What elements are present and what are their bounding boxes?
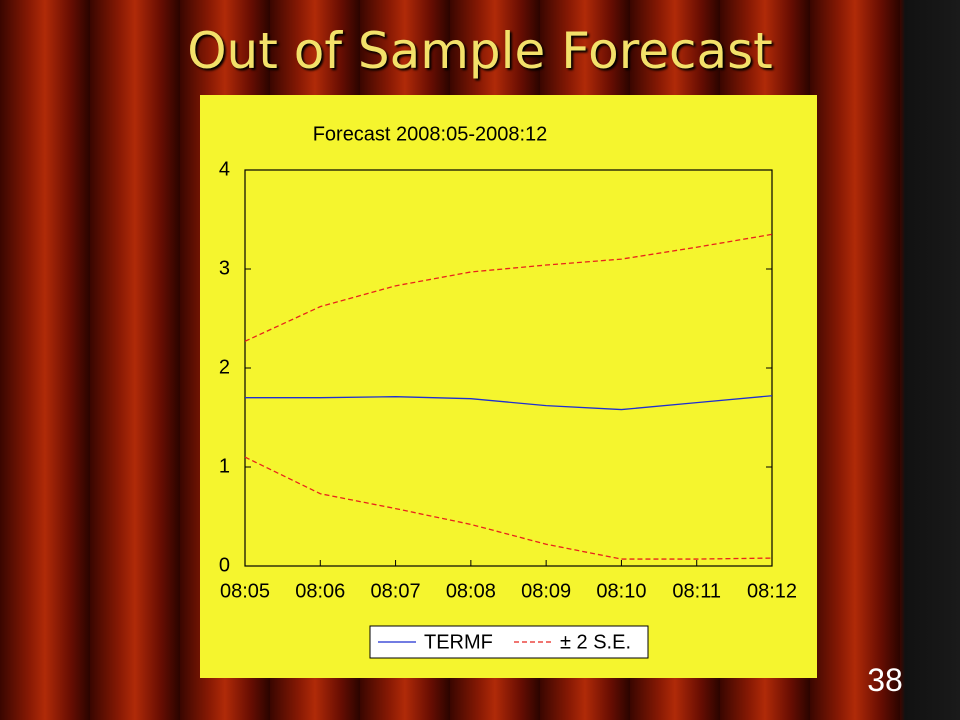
x-tick-label: 08:09 xyxy=(521,580,571,602)
legend-label: ± 2 S.E. xyxy=(560,631,631,653)
page-number: 38 xyxy=(867,662,903,698)
y-tick-label: 1 xyxy=(219,455,230,477)
line-lower xyxy=(244,456,773,560)
y-tick-label: 3 xyxy=(219,257,230,279)
y-tick-label: 0 xyxy=(219,554,230,576)
x-tick-label: 08:12 xyxy=(747,580,797,602)
legend xyxy=(369,625,649,659)
x-tick-label: 08:11 xyxy=(672,580,721,602)
y-tick-label: 2 xyxy=(219,356,230,378)
x-tick-label: 08:07 xyxy=(371,580,421,602)
slide-title: Out of Sample Forecast xyxy=(187,22,773,80)
chart-title: Forecast 2008:05-2008:12 xyxy=(313,123,548,145)
legend-label: TERMF xyxy=(424,631,493,653)
y-tick-label: 4 xyxy=(219,158,230,180)
x-tick-label: 08:08 xyxy=(446,580,496,602)
x-tick-label: 08:10 xyxy=(596,580,646,602)
line-upper xyxy=(244,233,773,342)
x-tick-label: 08:06 xyxy=(295,580,345,602)
line-values xyxy=(245,395,773,411)
chart-panel xyxy=(200,95,817,678)
x-tick-label: 08:05 xyxy=(220,580,270,602)
